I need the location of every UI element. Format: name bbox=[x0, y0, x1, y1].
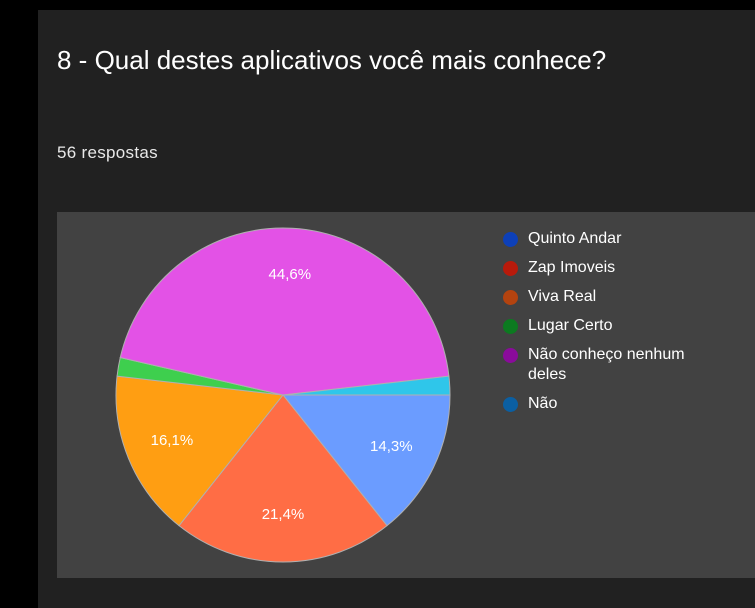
slice-label: 44,6% bbox=[269, 266, 312, 283]
legend-swatch bbox=[503, 290, 518, 305]
pie-slice bbox=[115, 375, 284, 527]
subtitle: 56 respostas bbox=[57, 143, 158, 162]
legend-item: Lugar Certo bbox=[503, 316, 703, 336]
legend-item: Viva Real bbox=[503, 287, 703, 307]
slice-label: 14,3% bbox=[370, 438, 413, 455]
pie-slice bbox=[119, 227, 450, 396]
chart: 14,3% 21,4% 16,1% 44,6% bbox=[57, 212, 755, 578]
chart-title: 8 - Qual destes aplicativos você mais co… bbox=[57, 45, 607, 75]
legend-swatch bbox=[503, 261, 518, 276]
legend-item: Não conheço nenhum deles bbox=[503, 345, 703, 385]
legend-item: Zap Imoveis bbox=[503, 258, 703, 278]
slice-label: 16,1% bbox=[151, 432, 194, 449]
legend-item: Quinto Andar bbox=[503, 229, 703, 249]
legend-swatch bbox=[503, 319, 518, 334]
legend-swatch bbox=[503, 348, 518, 363]
legend: Quinto Andar Zap Imoveis Viva Real Lugar Ce… bbox=[503, 229, 703, 423]
legend-swatch bbox=[503, 397, 518, 412]
legend-label: Lugar Certo bbox=[528, 317, 613, 334]
legend-label: Zap Imoveis bbox=[528, 259, 616, 276]
legend-label: Viva Real bbox=[528, 288, 597, 305]
legend-swatch bbox=[503, 232, 518, 247]
slice-label: 21,4% bbox=[262, 506, 305, 523]
pie-slice bbox=[281, 394, 451, 527]
legend-label: Não conheço nenhum deles bbox=[528, 346, 685, 383]
legend-label: Quinto Andar bbox=[528, 230, 622, 247]
card: 8 - Qual destes aplicativos você mais co… bbox=[38, 10, 755, 608]
pie-slice bbox=[178, 394, 388, 563]
legend-label: Não bbox=[528, 395, 558, 412]
pie-slice bbox=[282, 375, 451, 396]
legend-item: Não bbox=[503, 394, 703, 414]
